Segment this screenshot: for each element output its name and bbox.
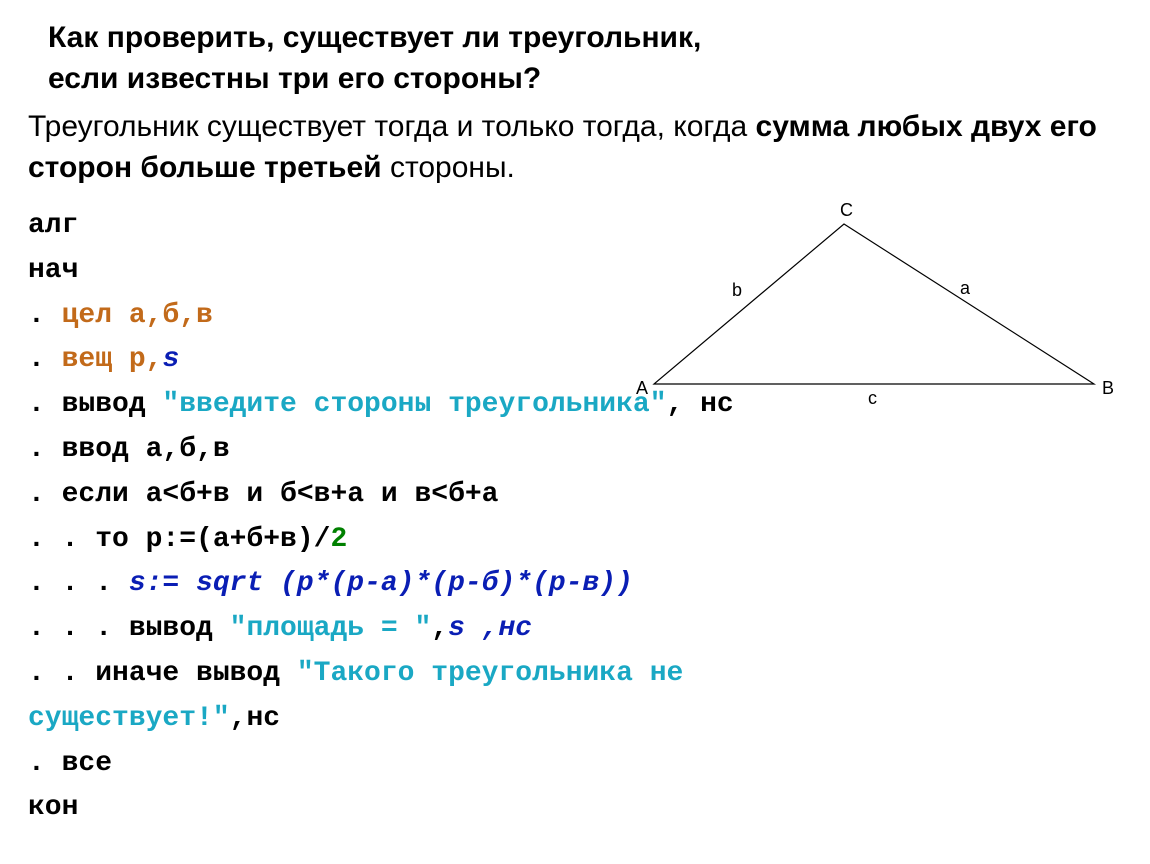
rule-statement: Треугольник существует тогда и только то… [28, 107, 1122, 188]
rule-suffix: стороны. [382, 151, 515, 184]
code-l4-dot: . [28, 344, 62, 375]
triangle-diagram: A B C a b c [614, 194, 1114, 424]
code-l5-str: "введите стороны треугольника" [162, 389, 666, 420]
code-l9-expr: s:= sqrt (p*(p-а)*(p-б)*(p-в)) [129, 568, 633, 599]
slide-page: Как проверить, существует ли треугольник… [0, 0, 1150, 831]
code-l4-s: s [162, 344, 179, 375]
vertex-label-B: B [1102, 378, 1114, 398]
vertex-label-A: A [636, 378, 648, 398]
code-l9-dot: . . . [28, 568, 129, 599]
side-label-b: b [732, 280, 742, 300]
code-l3-dot: . [28, 300, 62, 331]
code-l8: . . то р:=(а+б+в)/ [28, 524, 330, 555]
side-label-c: c [868, 388, 877, 408]
triangle-shape [654, 224, 1094, 384]
vertex-label-C: C [840, 200, 853, 220]
heading-line-1: Как проверить, существует ли треугольник… [48, 21, 701, 54]
content-area: A B C a b c алг нач . цел а,б,в . вещ p,… [28, 204, 1122, 831]
rule-prefix: Треугольник существует тогда и только то… [28, 110, 756, 143]
code-l7: . если а<б+в и б<в+а и в<б+а [28, 479, 498, 510]
code-l10-kw: . . . вывод [28, 613, 230, 644]
code-l2: нач [28, 255, 78, 286]
code-l4-decl: вещ p, [62, 344, 163, 375]
code-l8-num: 2 [330, 524, 347, 555]
side-label-a: a [960, 278, 971, 298]
code-l10-tail: ,нс [482, 613, 532, 644]
code-l5-kw: . вывод [28, 389, 162, 420]
code-l11-kw: . . иначе вывод [28, 658, 297, 689]
code-l10-c1: , [431, 613, 448, 644]
code-l3-decl: цел а,б,в [62, 300, 213, 331]
slide-heading: Как проверить, существует ли треугольник… [48, 18, 1122, 99]
code-l13: . все [28, 748, 112, 779]
code-l10-str: "площадь = " [230, 613, 432, 644]
code-l12-str: существует!" [28, 703, 230, 734]
heading-line-2: если известны три его стороны? [48, 62, 541, 95]
code-l1: алг [28, 210, 78, 241]
code-l11-str: "Такого треугольника не [297, 658, 683, 689]
code-l14: кон [28, 792, 78, 823]
code-l12-tail: ,нс [230, 703, 280, 734]
code-l6: . ввод а,б,в [28, 434, 230, 465]
code-l10-s: s [448, 613, 482, 644]
